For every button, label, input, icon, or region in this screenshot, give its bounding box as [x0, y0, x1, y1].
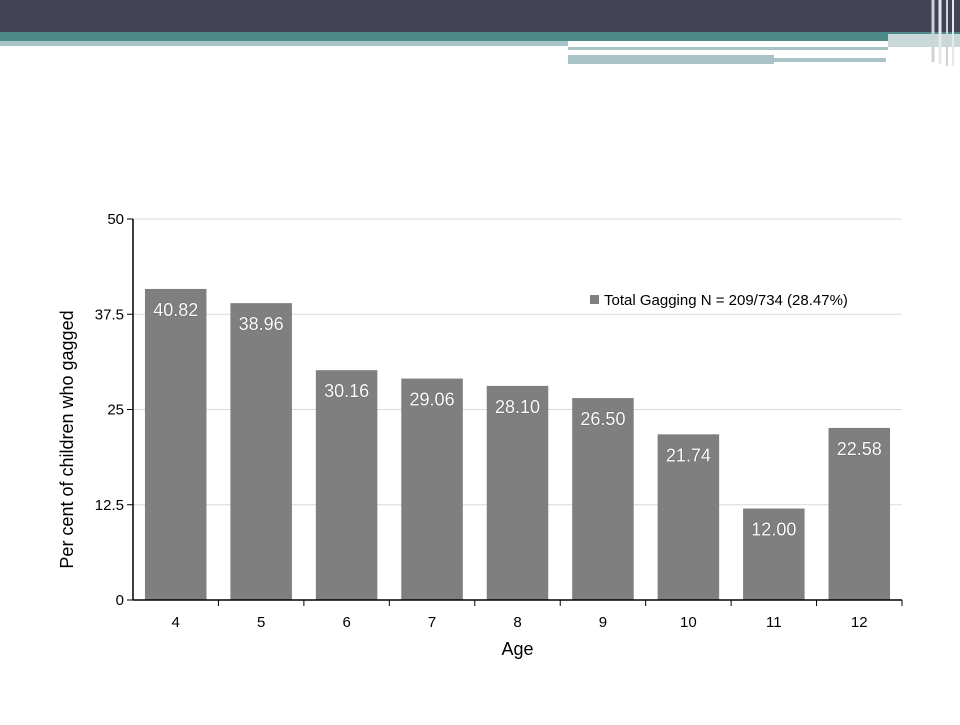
header-light-band-tail — [774, 58, 886, 62]
legend-label: Total Gagging N = 209/734 (28.47%) — [604, 292, 848, 309]
header-light-line — [568, 47, 888, 50]
x-tick-label: 7 — [428, 614, 436, 631]
data-labels: 40.82 38.96 30.16 29.06 28.10 26.50 21.74 12.00… — [153, 300, 882, 540]
tick-labels: 0 12.5 25 37.5 50 4 5 6 7 8 9 10 11 12 — [95, 211, 868, 631]
header-light-band-left — [0, 41, 568, 46]
y-tick-label: 12.5 — [95, 497, 124, 514]
header-light-band-right — [568, 55, 774, 64]
bars — [144, 288, 891, 600]
x-tick-label: 12 — [851, 614, 868, 631]
data-label: 22.58 — [837, 439, 882, 459]
bar — [657, 434, 720, 600]
data-label: 29.06 — [410, 390, 455, 410]
x-axis-label: Age — [501, 639, 533, 659]
header-dark-band — [0, 0, 960, 32]
data-label: 30.16 — [324, 381, 369, 401]
axes — [132, 219, 902, 601]
slide-header-decoration — [0, 0, 960, 70]
y-axis-label: Per cent of children who gagged — [57, 310, 77, 568]
bar — [828, 427, 891, 600]
x-tick-label: 4 — [172, 614, 180, 631]
header-corner-band — [888, 34, 960, 47]
legend-swatch — [590, 295, 599, 304]
bar — [230, 303, 292, 600]
x-tick-label: 9 — [599, 614, 607, 631]
x-tick-label: 6 — [342, 614, 350, 631]
bar — [743, 508, 805, 600]
header-teal-band — [0, 32, 960, 41]
x-tick-label: 11 — [766, 614, 782, 631]
legend: Total Gagging N = 209/734 (28.47%) — [590, 292, 848, 309]
x-tick-label: 5 — [257, 614, 265, 631]
bar — [486, 385, 549, 600]
header-decoration-graphic — [0, 0, 960, 66]
bar — [315, 370, 378, 600]
y-tick-label: 50 — [107, 211, 124, 228]
y-tick-label: 37.5 — [95, 306, 124, 323]
data-label: 40.82 — [153, 300, 198, 320]
data-label: 26.50 — [580, 409, 625, 429]
data-label: 12.00 — [751, 520, 796, 540]
y-tick-label: 0 — [116, 592, 124, 609]
data-label: 38.96 — [239, 314, 284, 334]
x-tick-label: 8 — [513, 614, 521, 631]
header-white-notch — [568, 41, 960, 50]
bar — [572, 398, 634, 600]
data-label: 21.74 — [666, 445, 711, 465]
bar — [401, 378, 463, 600]
y-tick-label: 25 — [107, 402, 124, 419]
data-label: 28.10 — [495, 397, 540, 417]
bar — [144, 288, 207, 600]
x-tick-label: 10 — [680, 614, 697, 631]
